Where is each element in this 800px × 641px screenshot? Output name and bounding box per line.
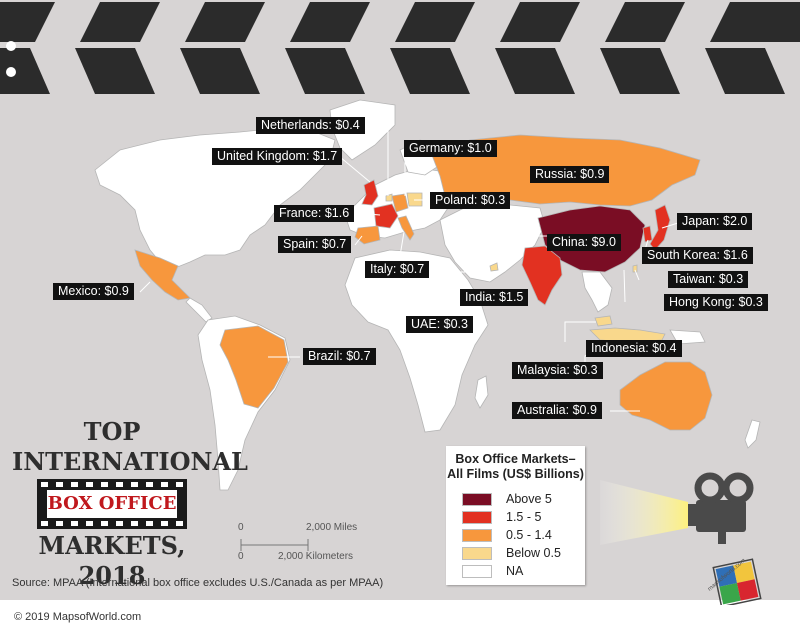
- legend-title: Box Office Markets– All Films (US$ Billi…: [446, 446, 585, 482]
- scale-bar: 0 2,000 Miles 0 2,000 Kilometers: [238, 522, 388, 566]
- callout-netherlands: Netherlands: $0.4: [256, 117, 365, 134]
- callout-france: France: $1.6: [274, 205, 355, 222]
- source-note: Source: MPAA (International box office e…: [12, 577, 384, 589]
- australia-region: [619, 361, 713, 431]
- callout-poland: Poland: $0.3: [430, 192, 511, 209]
- legend-label: Below 0.5: [506, 546, 561, 560]
- legend-label: 0.5 - 1.4: [506, 528, 552, 542]
- new-zealand-land: [744, 419, 761, 449]
- mapsofworld-logo-icon: [712, 558, 762, 605]
- scale-km-zero: 0: [238, 551, 244, 562]
- title-banner: BOX OFFICE: [47, 490, 177, 518]
- callout-malaysia: Malaysia: $0.3: [512, 362, 603, 379]
- legend-item: 0.5 - 1.4: [462, 526, 585, 544]
- callout-uae: UAE: $0.3: [406, 316, 473, 333]
- madagascar-land: [474, 375, 489, 409]
- legend-item: NA: [462, 562, 585, 580]
- malaysia-region: [594, 315, 613, 327]
- callout-brazil: Brazil: $0.7: [303, 348, 376, 365]
- uk-region: [361, 179, 379, 206]
- callout-mexico: Mexico: $0.9: [53, 283, 134, 300]
- legend-swatch: [462, 510, 492, 524]
- india-region: [521, 245, 563, 306]
- legend-swatch: [462, 492, 492, 506]
- callout-australia: Australia: $0.9: [512, 402, 602, 419]
- legend-item: 1.5 - 5: [462, 508, 585, 526]
- title-line-3: MARKETS, 2018: [38, 531, 186, 590]
- italy-region: [397, 215, 415, 241]
- legend-label: Above 5: [506, 492, 552, 506]
- uae-region: [489, 262, 499, 272]
- callout-south-korea: South Korea: $1.6: [642, 247, 753, 264]
- callout-taiwan: Taiwan: $0.3: [668, 271, 749, 288]
- scale-km-label: 2,000 Kilometers: [278, 551, 354, 562]
- clapperboard-icon: [0, 0, 800, 96]
- callout-russia: Russia: $0.9: [530, 166, 610, 183]
- scale-miles-label: 2,000 Miles: [306, 522, 358, 533]
- africa-land: [344, 249, 489, 433]
- se-asia-land: [581, 271, 613, 313]
- legend-title-line-2: All Films (US$ Billions): [447, 467, 584, 481]
- legend-label: 1.5 - 5: [506, 510, 542, 524]
- japan-region: [649, 204, 671, 251]
- footer: [0, 600, 800, 641]
- taiwan-region: [632, 264, 638, 273]
- legend-label: NA: [506, 564, 524, 578]
- legend-swatch: [462, 528, 492, 542]
- callout-italy: Italy: $0.7: [365, 261, 430, 278]
- legend-swatch: [462, 546, 492, 560]
- callout-indonesia: Indonesia: $0.4: [586, 340, 682, 357]
- scale-miles-zero: 0: [238, 522, 244, 533]
- legend: Box Office Markets– All Films (US$ Billi…: [446, 446, 585, 585]
- legend-title-line-1: Box Office Markets–: [455, 452, 576, 466]
- title-line-1: TOP: [83, 417, 141, 446]
- callout-uk: United Kingdom: $1.7: [212, 148, 343, 165]
- callout-india: India: $1.5: [460, 289, 529, 306]
- callout-spain: Spain: $0.7: [278, 236, 352, 253]
- central-america-land: [185, 297, 213, 323]
- title-line-2: INTERNATIONAL: [12, 447, 248, 476]
- callout-china: China: $9.0: [547, 234, 621, 251]
- korea-region: [642, 225, 653, 243]
- brazil-region: [219, 325, 289, 409]
- spain-region: [354, 225, 381, 245]
- callout-japan: Japan: $2.0: [677, 213, 753, 230]
- france-region: [373, 203, 399, 229]
- legend-item: Above 5: [462, 490, 585, 508]
- film-strip-icon: BOX OFFICE: [37, 479, 187, 529]
- projector-icon: [600, 472, 754, 545]
- germany-region: [391, 193, 409, 213]
- title-block: TOP INTERNATIONAL BOX OFFICE MARKETS, 20…: [12, 417, 248, 591]
- callout-germany: Germany: $1.0: [404, 140, 497, 157]
- legend-item: Below 0.5: [462, 544, 585, 562]
- callout-hong-kong: Hong Kong: $0.3: [664, 294, 768, 311]
- legend-swatch: [462, 564, 492, 578]
- scale-line: [240, 539, 309, 551]
- copyright: © 2019 MapsofWorld.com: [14, 611, 142, 623]
